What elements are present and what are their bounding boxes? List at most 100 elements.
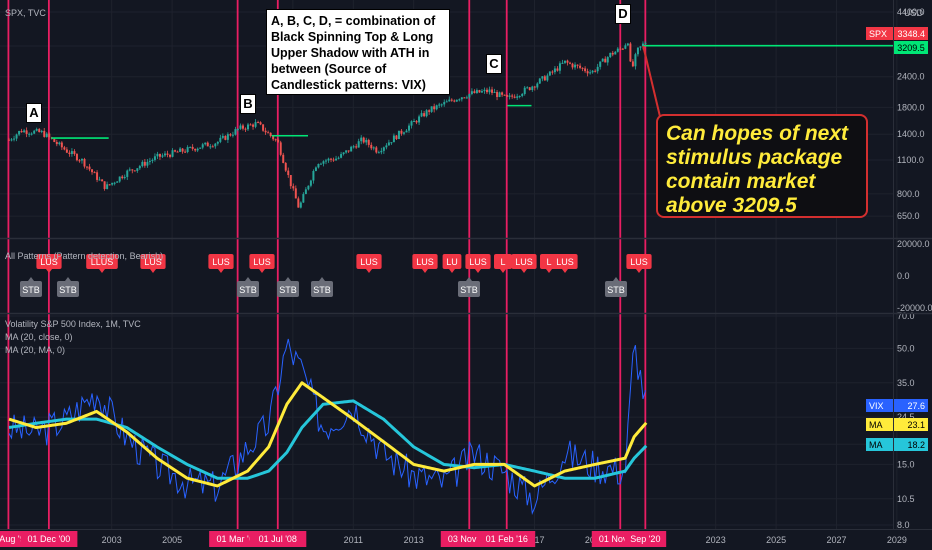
stb-marker-tip [65,277,71,281]
time-tick: 2025 [766,535,786,545]
candle-body [196,148,199,151]
label-d[interactable]: D [615,4,631,24]
candle-body [599,61,602,67]
candle-body [48,133,51,138]
candle-body [350,146,353,152]
candle-body [574,64,577,68]
candle-body [86,166,89,168]
candle-body [91,169,94,173]
candle-body [362,137,365,143]
candle-body [136,168,139,171]
candle-body [367,139,370,145]
candle-body [579,65,582,68]
candle-body [636,47,639,55]
ma2-badge-value: 18.2 [907,440,925,450]
pattern-tick: 0.0 [897,271,910,281]
pattern-tick: 20000.0 [897,239,930,249]
pattern-panel-label[interactable]: All Patterns (Pattern detection, Bearish… [5,251,164,261]
candle-body [73,151,76,155]
candle-body [453,100,456,102]
candle-body [211,146,214,148]
symbol-label[interactable]: SPX, TVC [5,8,46,18]
candle-body [546,75,549,81]
candle-body [553,68,556,73]
pattern-markers: LUS LLUS LUS LUS LUS LUS LUS LU LUS L LUS L LUS LUSST… [20,254,652,297]
candle-body [111,182,114,185]
candle-body [345,150,348,153]
price-tick: 1100.0 [897,155,924,165]
candle-body [478,90,481,93]
candle-body [458,99,461,101]
candle-body [508,95,511,97]
candle-body [80,158,83,161]
pattern-note-box[interactable]: A, B, C, D, = combination of Black Spinn… [266,9,450,95]
candle-body [247,124,250,130]
candle-body [60,142,63,148]
candle-body [63,147,66,150]
candle-body [435,105,438,110]
lus-marker-tip [366,269,372,273]
candle-body [408,125,411,131]
vix-title[interactable]: Volatility S&P 500 Index, 1M, TVC [5,319,141,329]
candle-body [601,58,604,62]
label-c[interactable]: C [486,54,502,74]
ma2-legend[interactable]: MA (20, MA, 0) [5,345,66,355]
candle-body [309,180,312,186]
lus-marker-tip [636,269,642,273]
callout-box[interactable]: Can hopes of next stimulus package conta… [656,114,868,218]
label-a[interactable]: A [26,103,42,123]
stb-marker: STB [607,285,625,295]
lus-marker-tip [422,269,428,273]
stb-marker-bg [20,281,42,297]
candle-body [475,90,478,94]
candle-body [385,145,388,148]
candle-body [189,146,192,148]
lus-marker: LLUS [91,257,114,267]
candle-body [556,68,559,71]
time-tick: 2027 [826,535,846,545]
vix-tick: 35.0 [897,378,915,388]
candle-body [70,151,73,154]
candle-body [541,76,544,79]
stb-marker: STB [59,285,77,295]
stb-marker: STB [460,285,478,295]
candle-body [327,158,330,161]
candle-body [591,70,594,73]
label-b[interactable]: B [240,94,256,114]
candle-body [307,185,310,190]
candle-body [616,48,619,52]
candle-body [224,135,227,140]
candle-body [297,198,300,208]
candle-body [558,63,561,71]
candle-body [269,132,272,137]
candle-body [30,133,33,135]
candle-body [277,139,280,143]
candle-body [289,175,292,187]
ma1-legend[interactable]: MA (20, close, 0) [5,332,73,342]
candle-body [473,91,476,94]
candle-body [249,124,252,126]
time-marker: 02 Aug '99 [0,534,30,544]
lus-marker: LUS [416,257,434,267]
candle-body [639,46,642,48]
stb-marker-tip [613,277,619,281]
lus-marker-tip [475,269,481,273]
candle-body [25,130,28,134]
lus-marker-tip [218,269,224,273]
candle-body [493,91,496,93]
candle-body [480,91,483,93]
candle-body [108,184,111,186]
candle-body [619,48,622,50]
stb-marker: STB [22,285,40,295]
stb-marker-tip [319,277,325,281]
candle-body [141,161,144,167]
candle-body [133,170,136,172]
candle-body [138,166,141,169]
candle-body [267,132,270,134]
candle-body [10,139,13,141]
candle-body [483,89,486,92]
candle-body [161,155,164,157]
ma1-line [8,381,648,488]
candle-body [438,104,441,106]
candle-body [35,129,38,131]
